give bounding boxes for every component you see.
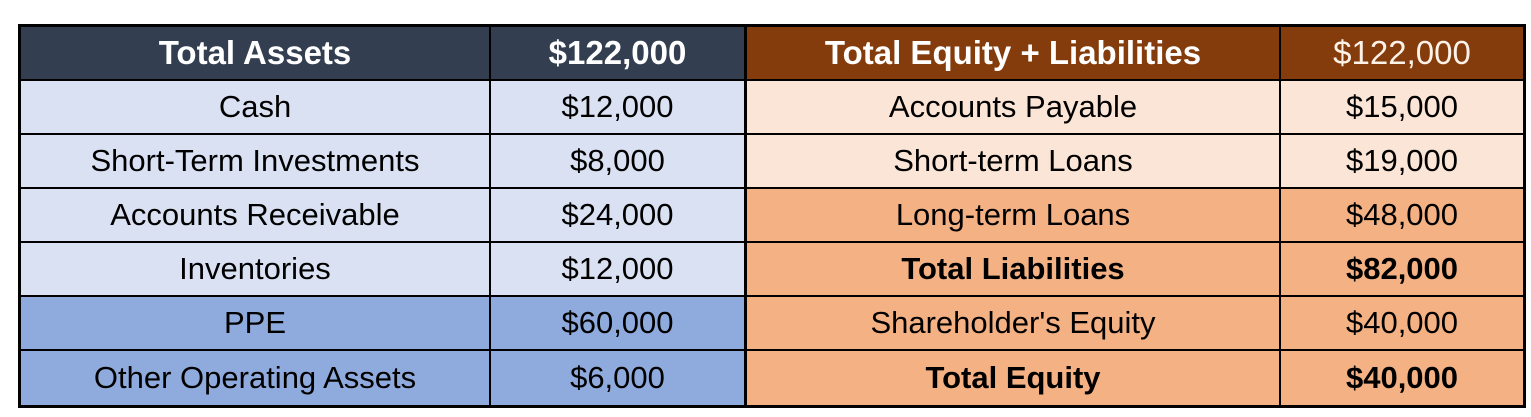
total-assets-header-value: $122,000 <box>491 27 747 81</box>
asset-label-cell: PPE <box>21 297 491 351</box>
total-assets-header-label: Total Assets <box>21 27 491 81</box>
table-row: Cash $12,000 Accounts Payable $15,000 <box>21 81 1523 135</box>
liability-label-cell: Shareholder's Equity <box>747 297 1281 351</box>
asset-value-cell: $12,000 <box>491 81 747 135</box>
liability-label-cell: Long-term Loans <box>747 189 1281 243</box>
liability-label-cell: Total Equity <box>747 351 1281 405</box>
total-equity-liabilities-header-label: Total Equity + Liabilities <box>747 27 1281 81</box>
liability-label-cell: Short-term Loans <box>747 135 1281 189</box>
asset-label-cell: Cash <box>21 81 491 135</box>
asset-value-cell: $8,000 <box>491 135 747 189</box>
table-row: Inventories $12,000 Total Liabilities $8… <box>21 243 1523 297</box>
table-row: Accounts Receivable $24,000 Long-term Lo… <box>21 189 1523 243</box>
liability-value-cell: $40,000 <box>1281 351 1523 405</box>
table-row: Other Operating Assets $6,000 Total Equi… <box>21 351 1523 405</box>
balance-sheet-table: Total Assets $122,000 Total Equity + Lia… <box>18 24 1526 408</box>
asset-label-cell: Short-Term Investments <box>21 135 491 189</box>
asset-value-cell: $60,000 <box>491 297 747 351</box>
asset-value-cell: $6,000 <box>491 351 747 405</box>
liability-value-cell: $48,000 <box>1281 189 1523 243</box>
table-row: PPE $60,000 Shareholder's Equity $40,000 <box>21 297 1523 351</box>
asset-label-cell: Inventories <box>21 243 491 297</box>
asset-value-cell: $12,000 <box>491 243 747 297</box>
liability-value-cell: $15,000 <box>1281 81 1523 135</box>
asset-label-cell: Other Operating Assets <box>21 351 491 405</box>
liability-value-cell: $40,000 <box>1281 297 1523 351</box>
table-row: Short-Term Investments $8,000 Short-term… <box>21 135 1523 189</box>
asset-value-cell: $24,000 <box>491 189 747 243</box>
total-equity-liabilities-header-value: $122,000 <box>1281 27 1523 81</box>
liability-label-cell: Accounts Payable <box>747 81 1281 135</box>
liability-label-cell: Total Liabilities <box>747 243 1281 297</box>
liability-value-cell: $82,000 <box>1281 243 1523 297</box>
liability-value-cell: $19,000 <box>1281 135 1523 189</box>
asset-label-cell: Accounts Receivable <box>21 189 491 243</box>
table-header-row: Total Assets $122,000 Total Equity + Lia… <box>21 27 1523 81</box>
